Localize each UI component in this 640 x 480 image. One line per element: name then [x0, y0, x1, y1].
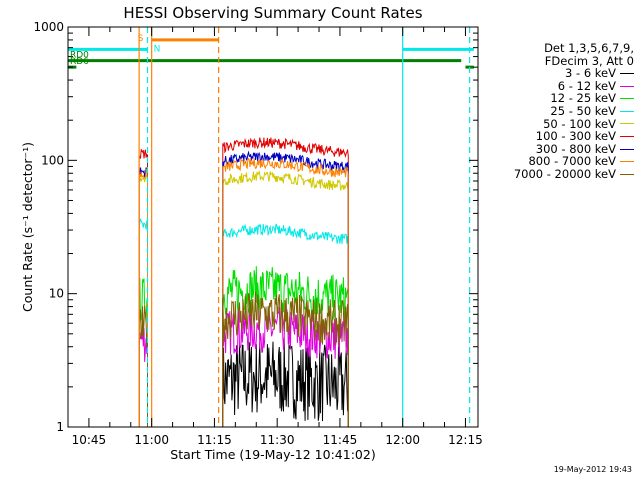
legend-label: 25 - 50 keV	[550, 103, 616, 118]
x-axis-label: Start Time (19-May-12 10:41:02)	[170, 447, 375, 462]
y-tick-label-10: 10	[49, 287, 64, 301]
chart-title: HESSI Observing Summary Count Rates	[123, 4, 422, 22]
flag-label-n: N	[154, 44, 161, 54]
flag-label-s: S	[138, 34, 144, 44]
legend-label: 6 - 12 keV	[557, 78, 616, 93]
legend-label: 800 - 7000 keV	[528, 154, 616, 169]
legend-header-line-2: FDecim 3, Att 0	[544, 53, 634, 68]
trace-7000-20000-kev-1	[222, 291, 349, 427]
x-tick-label-12-00: 12:00	[385, 433, 420, 447]
trace-100-300-kev-1	[222, 137, 349, 427]
trace-50-100-kev-0	[138, 172, 148, 427]
y-tick-label-1: 1	[56, 420, 64, 434]
legend-item-3-6-kev: 3 - 6 keV	[486, 67, 634, 80]
trace-25-50-kev-1	[222, 223, 349, 427]
legend-swatch	[620, 98, 634, 100]
plot-frame	[67, 26, 479, 428]
flag-label-rd0: RD0	[70, 51, 89, 61]
legend-item-25-50-kev: 25 - 50 keV	[486, 105, 634, 118]
y-axis-label: Count Rate (s⁻¹ detector⁻¹)	[20, 142, 35, 312]
trace-300-800-kev-1	[222, 150, 349, 427]
legend-label: 3 - 6 keV	[565, 66, 616, 81]
legend-label: 12 - 25 keV	[550, 91, 616, 106]
timestamp-footer: 19-May-2012 19:43	[553, 465, 632, 474]
x-tick-label-11-45: 11:45	[323, 433, 358, 447]
flag-label-rd6: RD6	[70, 57, 89, 67]
trace-7000-20000-kev-0	[138, 305, 148, 427]
x-tick-label-11-30: 11:30	[260, 433, 295, 447]
legend-label: 50 - 100 keV	[543, 116, 616, 131]
legend-label: 7000 - 20000 keV	[513, 166, 616, 181]
legend-item-7000-20000-kev: 7000 - 20000 keV	[486, 168, 634, 181]
legend-swatch	[620, 161, 634, 163]
legend-swatch	[620, 123, 634, 125]
legend-header-line-1: Det 1,3,5,6,7,9,	[544, 41, 634, 55]
legend-swatch	[620, 110, 634, 112]
x-tick-label-11-00: 11:00	[134, 433, 169, 447]
legend-item-6-12-kev: 6 - 12 keV	[486, 80, 634, 93]
trace-25-50-kev-0	[138, 217, 148, 427]
legend-label: 100 - 300 keV	[535, 129, 616, 144]
legend-item-12-25-kev: 12 - 25 keV	[486, 92, 634, 105]
trace-100-300-kev-0	[138, 149, 148, 427]
x-tick-label-11-15: 11:15	[197, 433, 232, 447]
trace-12-25-kev-0	[138, 277, 148, 427]
trace-6-12-kev-0	[138, 327, 148, 427]
y-tick-label-1000: 1000	[33, 20, 64, 34]
trace-800-7000-kev-0	[138, 169, 148, 427]
legend-swatch	[620, 135, 634, 137]
trace-50-100-kev-1	[222, 169, 349, 427]
trace-12-25-kev-1	[222, 266, 349, 427]
legend: Det 1,3,5,6,7,9, FDecim 3, Att 0 3 - 6 k…	[486, 42, 634, 181]
trace-800-7000-kev-1	[222, 157, 349, 427]
legend-swatch	[620, 72, 634, 74]
y-tick-label-100: 100	[41, 153, 64, 167]
legend-swatch	[620, 173, 634, 175]
legend-item-800-7000-kev: 800 - 7000 keV	[486, 155, 634, 168]
trace-3-6-kev-0	[222, 338, 349, 427]
legend-item-50-100-kev: 50 - 100 keV	[486, 116, 634, 131]
x-tick-label-12-15: 12:15	[448, 433, 483, 447]
legend-item-300-800-kev: 300 - 800 keV	[486, 143, 634, 156]
legend-label: 300 - 800 keV	[535, 141, 616, 156]
x-tick-label-10-45: 10:45	[72, 433, 107, 447]
legend-item-100-300-kev: 100 - 300 keV	[486, 130, 634, 143]
legend-swatch	[620, 85, 634, 87]
legend-swatch	[620, 148, 634, 150]
